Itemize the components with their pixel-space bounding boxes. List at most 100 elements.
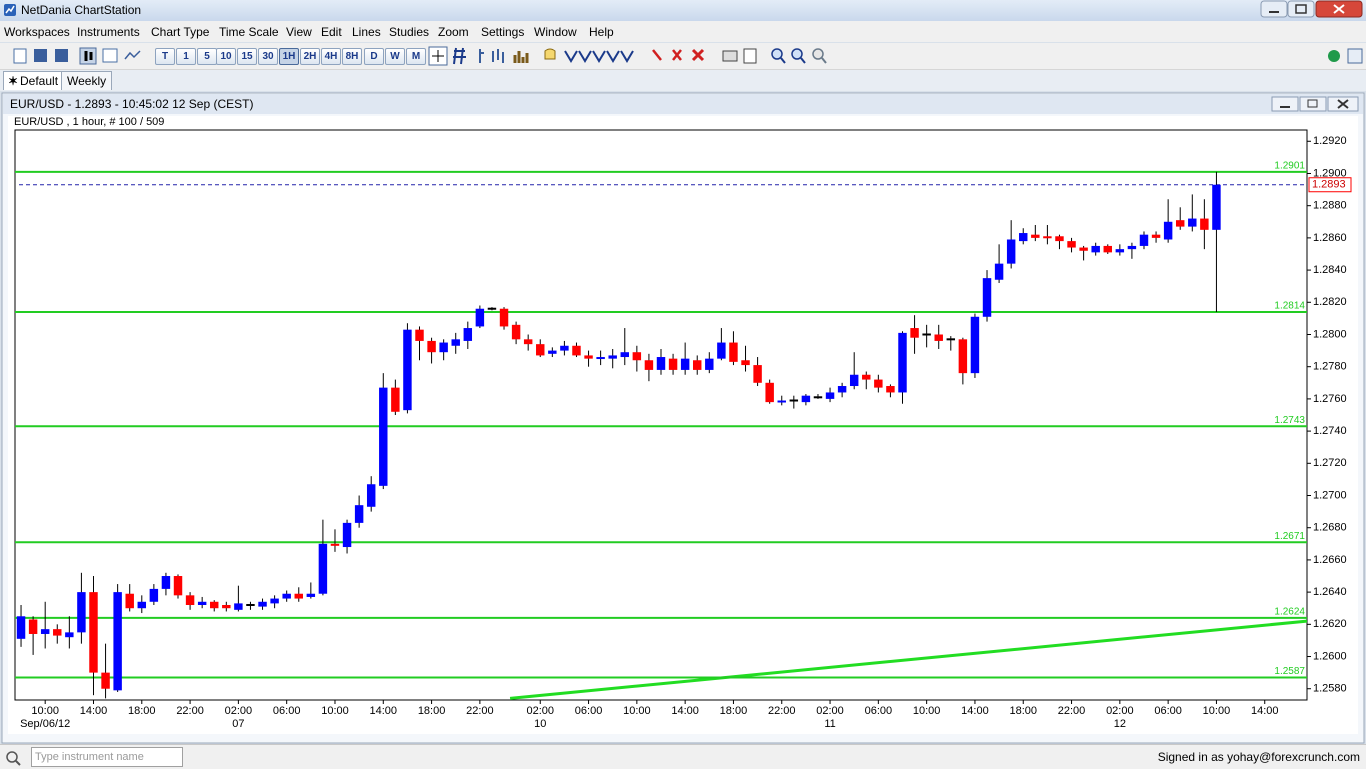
menu-item[interactable]: Window xyxy=(534,25,577,39)
x-date-label: 07 xyxy=(232,718,244,730)
trend-line xyxy=(509,619,1307,700)
menu-item[interactable]: Edit xyxy=(321,25,342,39)
candle-body xyxy=(89,592,98,673)
y-tick-label: 1.2720 xyxy=(1313,457,1347,469)
x-tick-label: 10:00 xyxy=(1203,705,1231,717)
instrument-search[interactable]: Type instrument name xyxy=(31,747,183,767)
menu-item[interactable]: Settings xyxy=(481,25,525,39)
x-tick-label: 02:00 xyxy=(1106,705,1134,717)
candle-body xyxy=(536,344,545,356)
x-tick-label: 22:00 xyxy=(768,705,796,717)
candle-body xyxy=(1055,236,1064,242)
timeframe-button[interactable]: 8H xyxy=(342,48,362,65)
candle-body xyxy=(137,601,147,609)
y-tick-label: 1.2760 xyxy=(1313,393,1347,405)
candle-body xyxy=(40,629,50,634)
candle-body xyxy=(644,360,654,370)
candle-body xyxy=(849,374,859,387)
x-tick-label: 06:00 xyxy=(575,705,603,717)
candle-body xyxy=(366,484,376,507)
connection-indicator xyxy=(1328,48,1363,64)
timeframe-button[interactable]: D xyxy=(364,48,384,65)
level-label: 1.2901 xyxy=(1274,161,1305,172)
candle-body xyxy=(101,672,110,689)
candle-body xyxy=(16,616,26,639)
menu-item[interactable]: Workspaces xyxy=(4,25,70,39)
y-tick-label: 1.2920 xyxy=(1313,135,1347,147)
toolbar: T 1 5 10 15 30 1H 2H 4H 8H D W M xyxy=(0,43,1366,70)
level-label: 1.2743 xyxy=(1274,415,1305,426)
candle-body xyxy=(511,324,521,340)
candle-body xyxy=(837,386,847,393)
menu-item[interactable]: Chart Type xyxy=(151,25,210,39)
timeframe-button[interactable]: 10 xyxy=(216,48,236,65)
candle-body xyxy=(197,601,207,605)
candle-body xyxy=(475,308,485,327)
candle-body xyxy=(1115,249,1125,253)
candle-body xyxy=(330,543,340,546)
x-tick-label: 06:00 xyxy=(865,705,893,717)
x-tick-label: 14:00 xyxy=(961,705,989,717)
candle-body xyxy=(958,339,968,374)
level-label: 1.2624 xyxy=(1274,607,1305,618)
timeframe-button[interactable]: T xyxy=(155,48,175,65)
candle-body xyxy=(318,543,328,594)
candle-body xyxy=(342,522,352,548)
candle-body xyxy=(548,350,557,354)
candle-body xyxy=(306,593,316,597)
menu-item[interactable]: Studies xyxy=(389,25,430,39)
plot-area xyxy=(14,129,1308,701)
chart-window-title: EUR/USD - 1.2893 - 10:45:02 12 Sep (CEST… xyxy=(10,97,253,111)
menu-item[interactable]: Lines xyxy=(352,25,381,39)
menu-item[interactable]: Help xyxy=(589,25,614,39)
menu-item[interactable]: Zoom xyxy=(438,25,469,39)
tab[interactable]: ✶ Default xyxy=(3,71,65,90)
minimize-button[interactable] xyxy=(1260,0,1288,18)
candle-body xyxy=(415,329,424,341)
candle-body xyxy=(185,595,195,605)
timeframe-button[interactable]: 30 xyxy=(258,48,278,65)
candle-body xyxy=(28,619,38,634)
candle-body xyxy=(584,355,593,359)
tab[interactable]: Weekly xyxy=(61,71,113,90)
x-tick-label: 10:00 xyxy=(31,705,59,717)
timeframe-button[interactable]: W xyxy=(385,48,405,65)
timeframe-button[interactable]: 4H xyxy=(321,48,341,65)
y-tick-label: 1.2820 xyxy=(1313,296,1347,308)
toolbar-icons-left xyxy=(13,47,141,65)
menu-item[interactable]: Time Scale xyxy=(219,25,279,39)
candle-body xyxy=(1188,218,1197,227)
candle-body xyxy=(125,593,134,609)
maximize-button[interactable] xyxy=(1287,0,1315,18)
candle-body xyxy=(1175,220,1185,227)
timeframe-button[interactable]: 1 xyxy=(176,48,196,65)
timeframe-button[interactable]: 15 xyxy=(237,48,257,65)
x-tick-label: 06:00 xyxy=(273,705,301,717)
window-controls[interactable] xyxy=(1260,0,1366,19)
timeframe-button[interactable]: 1H xyxy=(279,48,299,65)
search-icon xyxy=(6,751,21,766)
candle-body xyxy=(777,400,786,403)
menu-item[interactable]: View xyxy=(286,25,312,39)
x-tick-label: 18:00 xyxy=(720,705,748,717)
candle-body xyxy=(391,387,400,412)
app-icon xyxy=(4,4,16,16)
timeframe-button[interactable]: 2H xyxy=(300,48,320,65)
candle-body xyxy=(294,593,303,599)
candle-body xyxy=(560,345,569,351)
candle-body xyxy=(1151,234,1161,238)
menu-item[interactable]: Instruments xyxy=(77,25,140,39)
chart-window-controls[interactable] xyxy=(1271,96,1359,112)
y-tick-label: 1.2580 xyxy=(1313,683,1347,695)
chart-window-title-bar xyxy=(3,94,1363,114)
candle-body xyxy=(379,387,388,486)
candle-body xyxy=(1200,218,1209,230)
candle-body xyxy=(632,352,642,361)
menu-bar: Workspaces Instruments Chart Type Time Scal… xyxy=(0,21,1366,42)
y-tick-label: 1.2860 xyxy=(1313,232,1347,244)
plot-layer xyxy=(15,170,1307,700)
timeframe-button[interactable]: M xyxy=(406,48,426,65)
y-tick-label: 1.2680 xyxy=(1313,522,1347,534)
x-tick-label: 22:00 xyxy=(1058,705,1086,717)
candle-body xyxy=(705,358,714,370)
